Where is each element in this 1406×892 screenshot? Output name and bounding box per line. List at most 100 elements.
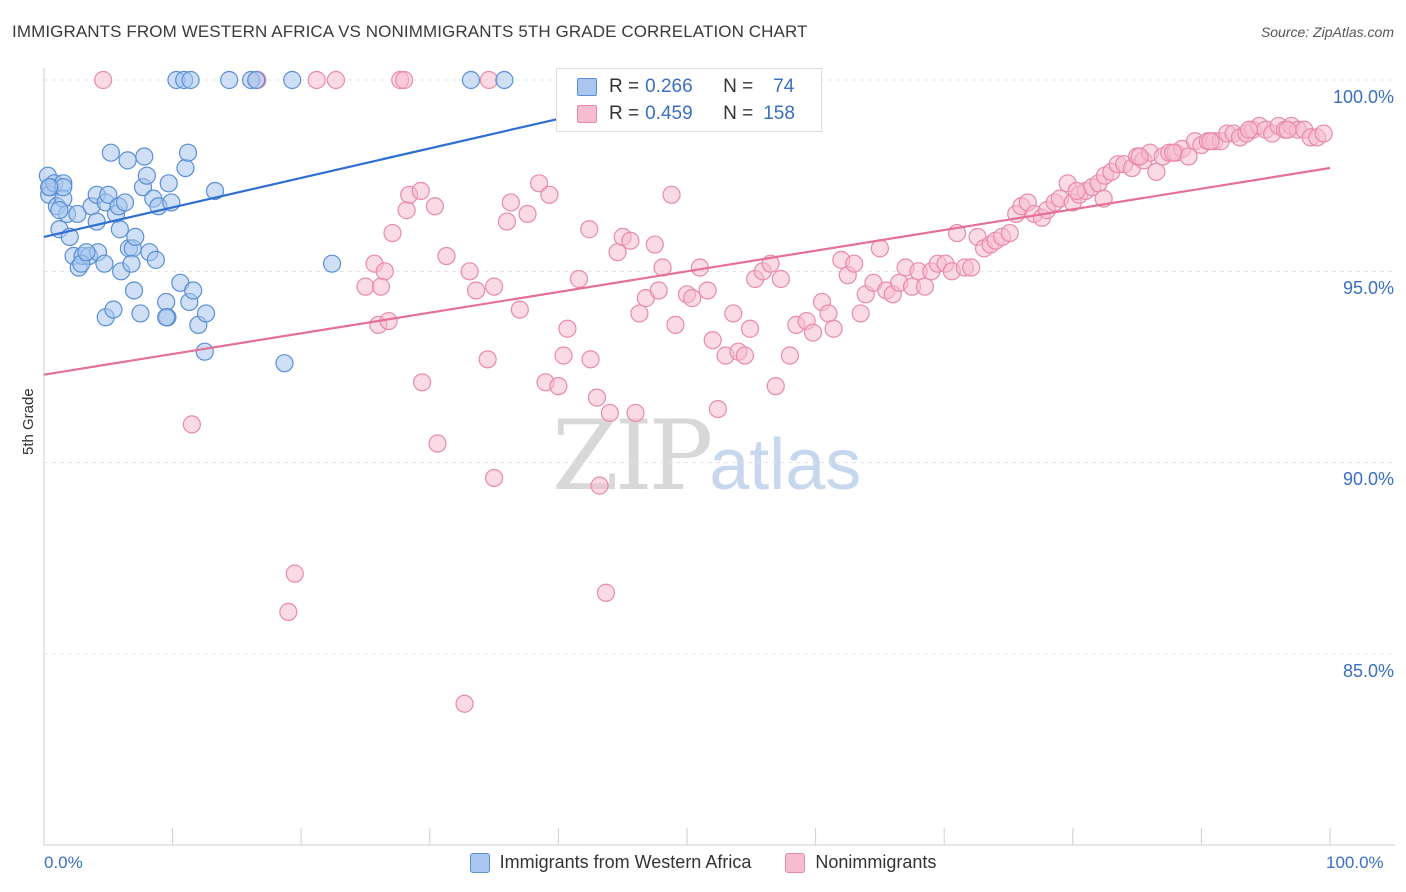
legend-r-label: R = [609,76,640,97]
y-tick-label-90: 90.0% [1342,469,1394,489]
immigrant-point [181,70,200,90]
nonimmigrant-point [683,289,702,308]
nonimmigrant-point [698,281,717,300]
y-axis-label: 5th Grade [20,388,37,455]
immigrant-point [68,204,87,224]
nonimmigrant-point [455,694,474,713]
nonimmigrant-point [703,331,722,350]
watermark-atlas: atlas [709,425,862,505]
immigrant-point [195,342,214,361]
legend-n-value: 158 [763,103,795,124]
nonimmigrant-point [437,246,456,266]
nonimmigrant-point [1239,120,1259,139]
immigrant-point [283,70,302,90]
immigrant-point [110,220,129,239]
nonimmigrant-point [428,434,447,453]
nonimmigrant-point [478,350,497,369]
legend-row-immigrants: R = 0.266 N = 74 [577,75,794,99]
nonimmigrant-point [530,174,549,193]
y-tick-label-85: 85.0% [1342,661,1394,681]
legend-swatch-pink [577,105,597,123]
nonimmigrant-point [740,319,760,338]
immigrant-point [126,227,145,246]
immigrant-point [77,243,96,262]
y-tick-label-95: 95.0% [1342,278,1394,298]
nonimmigrant-point [630,304,649,323]
nonimmigrant-point [780,346,799,365]
nonimmigrant-point [845,254,864,273]
nonimmigrant-point [819,304,838,323]
nonimmigrant-point [383,223,402,243]
nonimmigrant-point [540,185,559,204]
nonimmigrant-point [479,70,499,90]
nonimmigrant-point [485,277,504,296]
y-tick-label-100: 100.0% [1332,87,1394,107]
nonimmigrant-point [279,602,298,622]
legend-item-immigrants[interactable]: Immigrants from Western Africa [469,852,752,873]
nonimmigrant-point [518,204,537,224]
nonimmigrant-point [460,262,479,281]
nonimmigrant-point [554,346,573,365]
nonimmigrant-point [394,70,414,90]
nonimmigrant-point [485,468,504,488]
nonimmigrant-point [581,350,600,369]
nonimmigrant-point [466,281,486,300]
nonimmigrant-point [666,315,685,335]
immigrant-point [122,254,141,273]
nonimmigrant-point [1067,181,1086,201]
nonimmigrant-point [824,319,843,338]
immigrant-point [137,166,156,185]
legend-n-label: N = [723,76,754,97]
nonimmigrant-point [569,269,589,289]
legend-label-immigrants: Immigrants from Western Africa [499,852,752,872]
legend-item-nonimmigrants[interactable]: Nonimmigrants [785,852,936,873]
nonimmigrant-point [724,304,743,323]
legend-r-value: 0.266 [645,76,693,97]
immigrant-point [40,178,59,197]
nonimmigrant-point [1278,120,1297,139]
nonimmigrant-point [662,185,681,204]
immigrant-point [220,70,239,90]
nonimmigrant-point [621,231,640,250]
immigrant-point [101,143,120,162]
nonimmigrant-point [587,388,607,407]
nonimmigrant-point [645,235,664,254]
nonimmigrant-point [94,70,113,90]
legend-swatch-blue [469,852,490,873]
legend-row-nonimmigrants: R = 0.459 N = 158 [577,102,795,126]
nonimmigrant-point [497,212,517,231]
chart-title: IMMIGRANTS FROM WESTERN AFRICA VS NONIMM… [12,22,808,41]
nonimmigrant-point [501,193,520,212]
nonimmigrant-point [425,197,445,216]
nonimmigrant-point [1201,132,1220,151]
series-legend: Immigrants from Western Africa Nonimmigr… [0,852,1406,873]
immigrant-point [157,292,176,312]
immigrant-point [124,281,144,300]
legend-label-nonimmigrants: Nonimmigrants [815,852,937,872]
nonimmigrant-point [285,564,304,583]
x-tick-label-max: 100.0% [1326,853,1384,872]
immigrant-point [184,281,203,300]
nonimmigrant-point [412,373,432,392]
immigrant-point [461,70,481,90]
immigrant-point [157,308,176,327]
nonimmigrant-point [397,201,416,220]
stats-legend: R = 0.266 N = 74 R = 0.459 N = 158 [556,68,822,132]
nonimmigrant-point [590,476,609,495]
immigrant-point [95,254,114,273]
nonimmigrant-point [766,377,785,396]
legend-swatch-pink [785,852,806,873]
immigrant-point [178,143,198,162]
nonimmigrant-point [851,304,870,323]
legend-r-label: R = [609,103,640,124]
immigrant-point [135,147,154,166]
immigrant-point [159,174,178,193]
nonimmigrant-trend-line [43,166,1331,376]
nonimmigrant-point [580,220,599,239]
nonimmigrant-point [182,415,201,434]
immigrant-point [146,250,165,269]
x-tick-label-min: 0.0% [44,853,83,872]
immigrant-point [131,304,150,323]
nonimmigrant-point [803,323,823,342]
immigrant-point [247,70,266,90]
